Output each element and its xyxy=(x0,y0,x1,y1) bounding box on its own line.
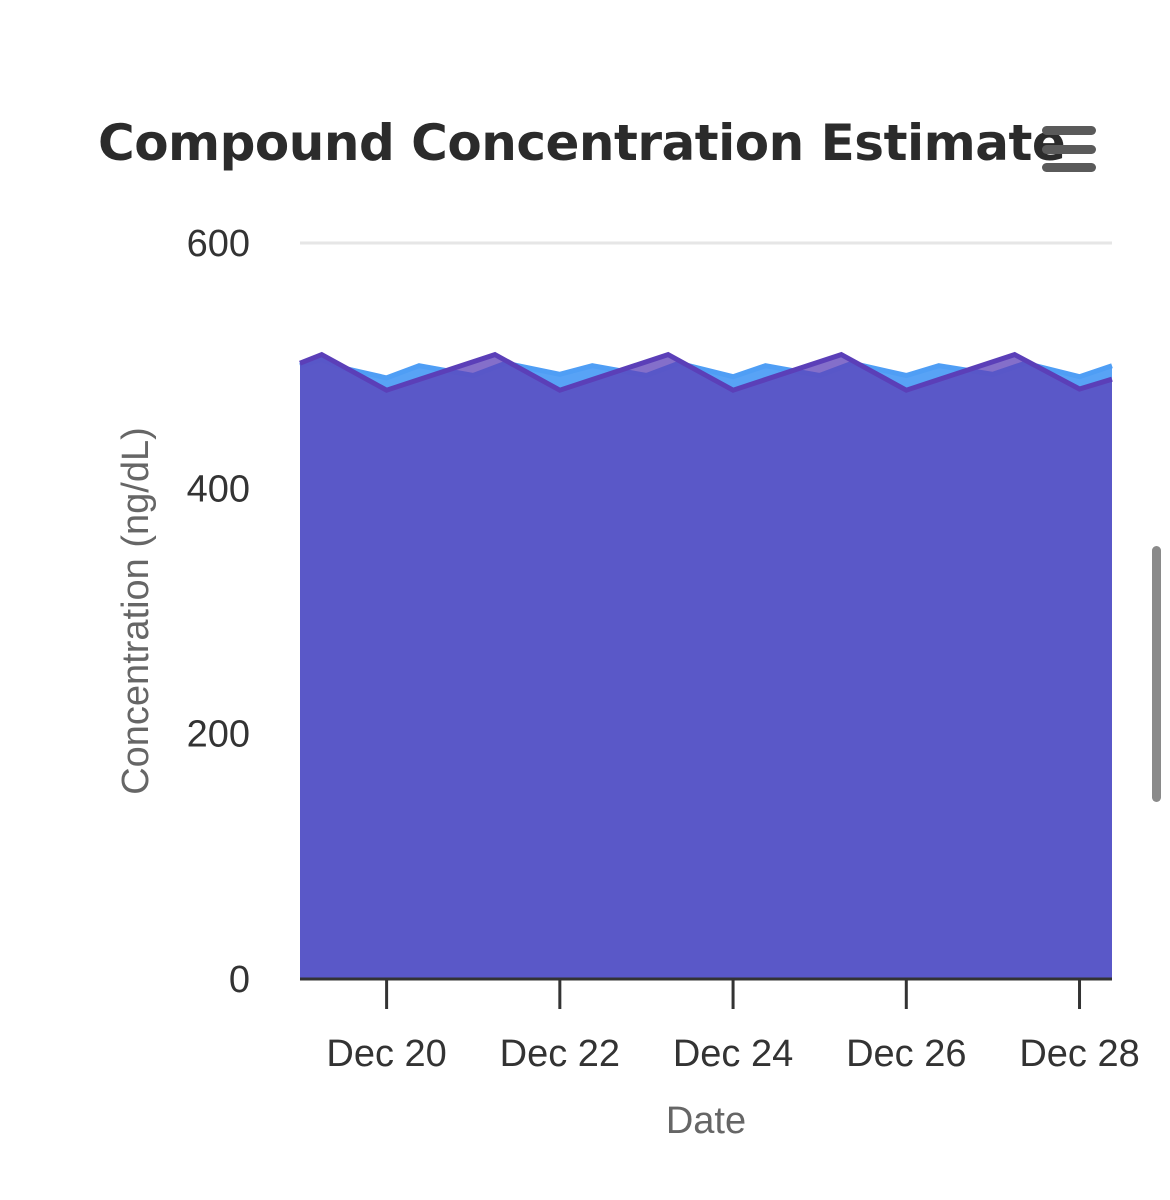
x-tick-label: Dec 26 xyxy=(846,1033,966,1075)
y-tick-label: 400 xyxy=(187,468,250,510)
x-tick-label: Dec 28 xyxy=(1019,1033,1139,1075)
chart-menu-button[interactable] xyxy=(1040,126,1098,174)
x-axis-title: Date xyxy=(666,1100,746,1142)
x-tick-label: Dec 24 xyxy=(673,1033,793,1075)
y-tick-label: 0 xyxy=(229,959,250,1001)
series-area-2 xyxy=(300,354,1112,980)
chart-title: Compound Concentration Estimate xyxy=(98,114,1066,172)
vertical-scrollbar[interactable] xyxy=(1152,546,1161,802)
y-axis-title: Concentration (ng/dL) xyxy=(115,427,157,795)
x-tick-label: Dec 22 xyxy=(500,1033,620,1075)
series-line-2 xyxy=(299,351,1113,393)
x-tick-label: Dec 20 xyxy=(326,1033,446,1075)
y-tick-label: 200 xyxy=(187,714,250,756)
y-tick-label: 600 xyxy=(187,223,250,265)
